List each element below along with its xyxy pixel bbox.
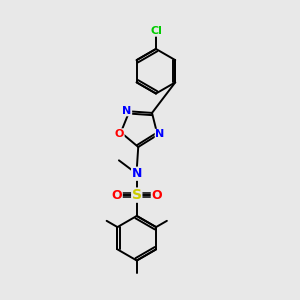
Text: O: O bbox=[115, 129, 124, 139]
Text: N: N bbox=[122, 106, 132, 116]
Text: Cl: Cl bbox=[150, 26, 162, 36]
Text: N: N bbox=[155, 129, 164, 140]
Text: S: S bbox=[132, 188, 142, 202]
Text: N: N bbox=[132, 167, 142, 180]
Text: O: O bbox=[112, 189, 122, 202]
Text: O: O bbox=[152, 189, 162, 202]
